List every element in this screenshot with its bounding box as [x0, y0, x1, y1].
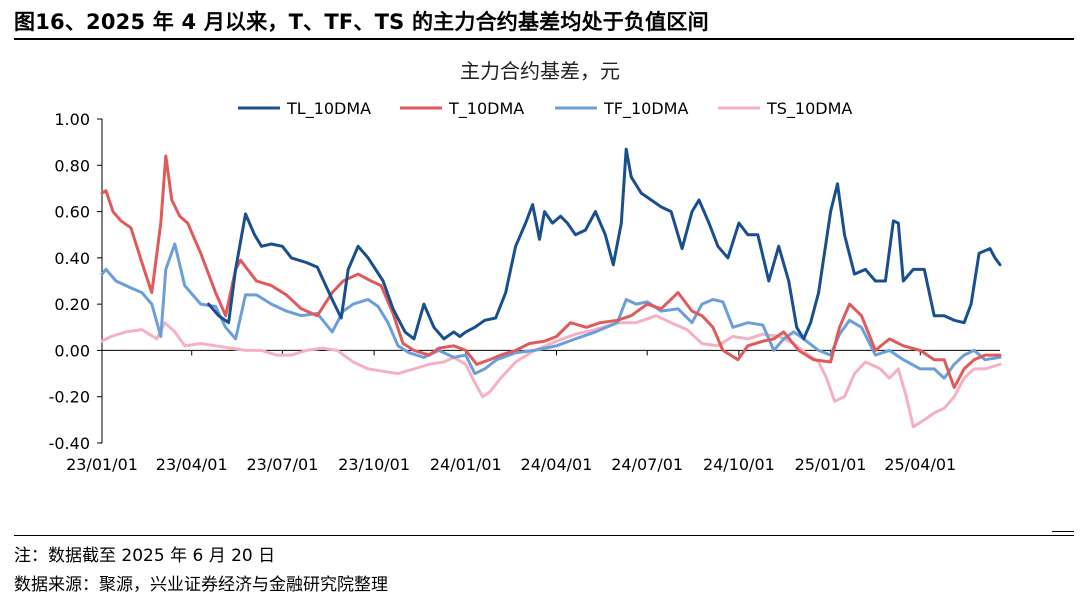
y-axis: 1.00 0.80 0.60 0.40 0.20 0.00 -0.20 -0.40 — [49, 110, 103, 453]
y-tick-label: -0.20 — [49, 388, 90, 407]
series-line-tl_10dma — [207, 147, 1002, 341]
data-note: 注：数据截至 2025 年 6 月 20 日 — [14, 546, 276, 566]
x-tick-label: 23/01/01 — [66, 455, 138, 474]
x-tick-label: 25/04/01 — [884, 455, 956, 474]
series-line-t_10dma — [100, 154, 1002, 389]
legend-label: TL_10DMA — [286, 99, 371, 119]
x-tick-label: 25/01/01 — [795, 455, 867, 474]
basis-line-chart: 主力合约基差，元 TL_10DMA T_10DMA TF_10DMA TS_10DMA… — [49, 59, 1002, 474]
y-tick-label: 0.40 — [54, 249, 90, 268]
series-line-tf_10dma — [100, 242, 1002, 380]
y-tick-label: 0.00 — [54, 341, 90, 360]
x-tick-label: 23/10/01 — [338, 455, 410, 474]
chart-title: 主力合约基差，元 — [460, 59, 620, 83]
series-lines — [100, 147, 1002, 429]
legend-label: TF_10DMA — [603, 99, 688, 119]
footer-rule — [14, 535, 1074, 536]
footer-tail-rule — [1052, 531, 1074, 532]
y-tick-label: 1.00 — [54, 110, 90, 129]
x-tick-label: 23/04/01 — [156, 455, 228, 474]
legend-label: TS_10DMA — [766, 99, 852, 119]
y-tick-label: 0.80 — [54, 156, 90, 175]
chart-legend: TL_10DMA T_10DMA TF_10DMA TS_10DMA — [238, 99, 852, 119]
y-tick-label: 0.20 — [54, 295, 90, 314]
data-source: 数据来源：聚源，兴业证券经济与金融研究院整理 — [14, 575, 388, 595]
x-tick-label: 24/10/01 — [703, 455, 775, 474]
x-tick-label: 23/07/01 — [246, 455, 318, 474]
x-tick-label: 24/01/01 — [430, 455, 502, 474]
y-tick-label: -0.40 — [49, 434, 90, 453]
series-line-ts_10dma — [100, 314, 1002, 429]
x-tick-label: 24/04/01 — [521, 455, 593, 474]
y-tick-label: 0.60 — [54, 203, 90, 222]
x-tick-label: 24/07/01 — [611, 455, 683, 474]
title-rule — [14, 38, 1074, 40]
legend-label: T_10DMA — [448, 99, 524, 119]
figure-title: 图16、2025 年 4 月以来，T、TF、TS 的主力合约基差均处于负值区间 — [14, 10, 709, 34]
